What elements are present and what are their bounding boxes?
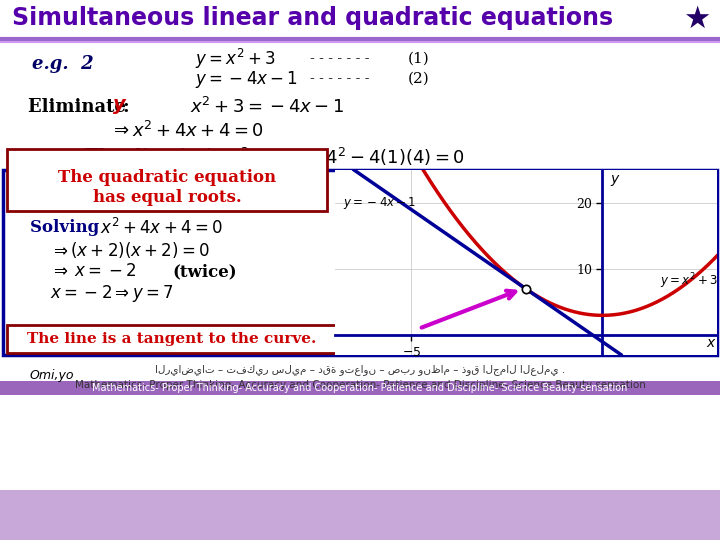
Text: (1): (1) <box>408 52 430 66</box>
Text: Eliminate: Eliminate <box>28 98 132 116</box>
Text: $y = -4x-1$: $y = -4x-1$ <box>195 69 298 90</box>
Text: $\Rightarrow x^{2}+4x+4=0$: $\Rightarrow x^{2}+4x+4=0$ <box>110 121 264 141</box>
Text: :: : <box>122 98 129 116</box>
Text: $y = x^{2}+3$: $y = x^{2}+3$ <box>660 272 717 291</box>
Text: - - - - - - -: - - - - - - - <box>310 72 369 86</box>
Text: الرياضيات – تفكير سليم – دقة وتعاون – صبر ونظام – ذوق الجمال العلمي .: الرياضيات – تفكير سليم – دقة وتعاون – صب… <box>155 364 565 375</box>
Text: $x^{2}+3=-4x-1$: $x^{2}+3=-4x-1$ <box>190 97 344 117</box>
Text: The quadratic equation: The quadratic equation <box>58 170 276 186</box>
FancyBboxPatch shape <box>7 149 327 211</box>
Text: Mathematics- Proper Thinking- Accuracy and Cooperation- Patience and Discipline-: Mathematics- Proper Thinking- Accuracy a… <box>92 383 628 393</box>
Text: The discriminant,: The discriminant, <box>85 148 265 166</box>
Text: - - - - - - -: - - - - - - - <box>310 52 369 66</box>
Text: (2): (2) <box>408 72 430 86</box>
Text: $y = x^{2}+3$: $y = x^{2}+3$ <box>195 47 276 71</box>
Text: $b^{2}-4ac=4^{2}-4(1)(4)=0$: $b^{2}-4ac=4^{2}-4(1)(4)=0$ <box>228 146 464 168</box>
Text: Simultaneous linear and quadratic equations: Simultaneous linear and quadratic equati… <box>12 6 613 30</box>
Text: has equal roots.: has equal roots. <box>93 188 241 206</box>
FancyBboxPatch shape <box>7 325 337 353</box>
Text: $x$: $x$ <box>706 336 716 350</box>
Text: ★: ★ <box>683 4 711 33</box>
Bar <box>0 381 720 395</box>
Text: Omi,yo: Omi,yo <box>30 368 74 381</box>
Text: $x^{2}+4x+4=0$: $x^{2}+4x+4=0$ <box>100 218 222 238</box>
Text: The line is a tangent to the curve.: The line is a tangent to the curve. <box>27 332 317 346</box>
Text: e.g.  2: e.g. 2 <box>32 55 94 73</box>
Text: $\boldsymbol{y}$: $\boldsymbol{y}$ <box>112 98 127 117</box>
Text: (twice): (twice) <box>172 264 237 280</box>
Bar <box>0 0 720 38</box>
Text: $y$: $y$ <box>610 173 621 188</box>
Text: $y=-4x-1$: $y=-4x-1$ <box>343 195 416 211</box>
Text: Mathematics- Proper Thinking- Accuracy and Cooperation- Patience and Discipline-: Mathematics- Proper Thinking- Accuracy a… <box>75 380 645 390</box>
Text: $\Rightarrow \; x=-2$: $\Rightarrow \; x=-2$ <box>50 264 137 280</box>
Text: $\Rightarrow (x+2)(x+2)=0$: $\Rightarrow (x+2)(x+2)=0$ <box>50 240 210 260</box>
Text: $x=-2 \Rightarrow y=7$: $x=-2 \Rightarrow y=7$ <box>50 284 174 305</box>
Text: Solving: Solving <box>30 219 111 237</box>
Bar <box>3 170 717 355</box>
Bar <box>0 490 720 540</box>
